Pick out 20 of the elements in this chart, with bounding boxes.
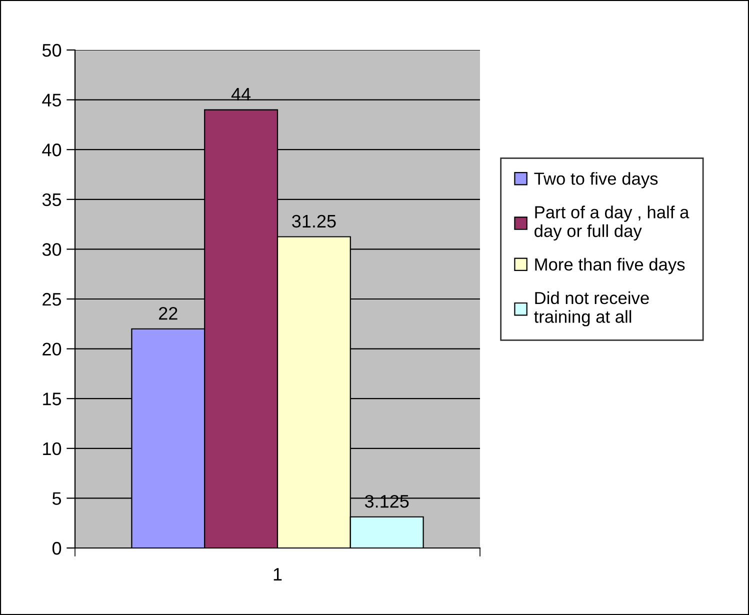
y-tick-label: 30: [42, 243, 62, 256]
y-tick-label: 25: [42, 292, 62, 306]
y-tick-label: 15: [43, 392, 62, 406]
legend-label: More than five days: [535, 258, 685, 274]
y-tick-label: 35: [42, 193, 62, 206]
data-label: 3.125: [364, 494, 409, 508]
legend-label: Part of a day , half a day or full day: [534, 206, 690, 241]
y-tick-label: 50: [42, 44, 62, 57]
y-tick-label: 0: [52, 542, 62, 555]
data-label: 44: [231, 88, 251, 100]
legend-label: Did not receive training at all: [534, 291, 649, 326]
data-label: 31.25: [292, 214, 336, 228]
y-tick-label: 20: [42, 342, 62, 356]
y-tick-label: 5: [52, 492, 62, 505]
y-tick-label: 10: [43, 442, 62, 456]
x-tick-label: 1: [274, 568, 282, 581]
legend-label: Two to five days: [534, 172, 658, 188]
y-tick-label: 40: [42, 144, 62, 156]
y-tick-label: 45: [42, 94, 62, 107]
data-label: 22: [159, 306, 178, 320]
